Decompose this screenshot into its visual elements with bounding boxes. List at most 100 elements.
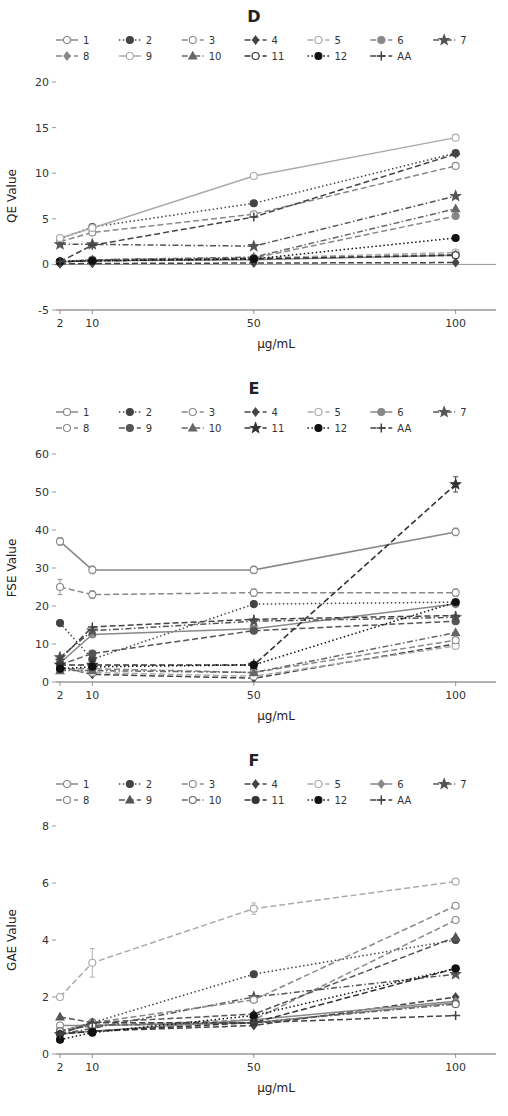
series-line bbox=[60, 621, 456, 665]
series bbox=[57, 917, 460, 1035]
legend-label: 2 bbox=[146, 35, 152, 46]
series-line bbox=[60, 974, 456, 1034]
data-point bbox=[250, 255, 257, 262]
data-point bbox=[57, 258, 64, 265]
legend-item: 10 bbox=[182, 423, 222, 434]
x-tick-label: 10 bbox=[85, 317, 99, 330]
legend-label: 3 bbox=[209, 35, 215, 46]
series bbox=[55, 612, 460, 661]
data-point bbox=[57, 584, 64, 591]
legend-marker bbox=[251, 423, 261, 432]
legend-item: 12 bbox=[307, 423, 347, 434]
series bbox=[57, 579, 460, 598]
y-tick bbox=[52, 173, 56, 174]
series bbox=[56, 150, 461, 267]
series bbox=[56, 1011, 461, 1039]
data-point bbox=[452, 252, 459, 259]
y-tick-label: 15 bbox=[35, 122, 49, 135]
data-point bbox=[451, 479, 461, 488]
legend-item: 11 bbox=[245, 51, 285, 62]
series-line bbox=[60, 532, 456, 570]
x-axis-label: μg/mL bbox=[257, 1081, 295, 1095]
series bbox=[56, 933, 460, 1026]
y-tick bbox=[52, 1054, 56, 1055]
legend-item: 1 bbox=[56, 779, 89, 790]
legend-item: 7 bbox=[433, 779, 466, 790]
series bbox=[57, 599, 460, 673]
legend-label: 2 bbox=[146, 407, 152, 418]
series-line bbox=[60, 166, 456, 242]
y-tick-label: 8 bbox=[42, 820, 49, 833]
y-tick-label: 2 bbox=[42, 991, 49, 1004]
x-tick-label: 2 bbox=[57, 317, 64, 330]
data-point bbox=[249, 212, 258, 221]
x-tick bbox=[92, 310, 93, 314]
legend-label: 4 bbox=[272, 407, 278, 418]
data-point bbox=[452, 637, 459, 644]
y-tick bbox=[52, 644, 56, 645]
legend-marker bbox=[126, 781, 133, 788]
data-point bbox=[56, 1030, 65, 1039]
series bbox=[57, 250, 459, 265]
series bbox=[57, 601, 460, 667]
y-tick bbox=[52, 940, 56, 941]
data-point bbox=[250, 996, 257, 1003]
data-point bbox=[56, 655, 65, 664]
legend-marker bbox=[315, 781, 322, 788]
legend-marker bbox=[378, 409, 385, 416]
error-bar bbox=[58, 579, 63, 594]
error-bar bbox=[90, 591, 95, 599]
legend-label: 12 bbox=[334, 795, 347, 806]
x-tick-label: 2 bbox=[57, 1061, 64, 1074]
legend-label: 2 bbox=[146, 779, 152, 790]
x-tick-label: 50 bbox=[247, 1061, 261, 1074]
data-point bbox=[57, 258, 64, 265]
data-point bbox=[249, 1018, 258, 1027]
error-bar bbox=[58, 994, 63, 1000]
legend-item: 9 bbox=[119, 423, 152, 434]
data-point bbox=[452, 933, 460, 940]
legend-label: 7 bbox=[460, 35, 466, 46]
figure: D-50510152021050100μg/mLQE Value12345678… bbox=[0, 0, 508, 1116]
data-point bbox=[89, 257, 96, 264]
legend-marker bbox=[189, 37, 196, 44]
data-point bbox=[89, 650, 96, 657]
y-tick bbox=[52, 82, 56, 83]
data-point bbox=[250, 661, 257, 668]
data-point bbox=[89, 959, 96, 966]
legend-marker bbox=[126, 796, 134, 803]
legend-marker bbox=[252, 780, 258, 788]
series-line bbox=[60, 997, 456, 1034]
legend-label: 4 bbox=[272, 779, 278, 790]
y-tick-label: 5 bbox=[42, 213, 49, 226]
legend-marker bbox=[126, 425, 133, 432]
series bbox=[56, 611, 461, 664]
series-line bbox=[60, 604, 456, 663]
data-point bbox=[452, 599, 459, 606]
legend-item: 12 bbox=[307, 795, 347, 806]
legend: 123456789101112AA bbox=[56, 779, 467, 806]
plot-area bbox=[55, 134, 460, 268]
x-tick bbox=[253, 1054, 254, 1058]
data-point bbox=[452, 965, 459, 972]
legend-marker bbox=[315, 409, 322, 416]
series-line bbox=[60, 238, 456, 262]
data-point bbox=[452, 134, 459, 141]
y-axis-label: QE Value bbox=[5, 169, 19, 223]
legend-label: 1 bbox=[83, 779, 89, 790]
series bbox=[57, 249, 460, 265]
panel-title: D bbox=[247, 7, 260, 26]
legend-item: 6 bbox=[370, 35, 403, 46]
legend-label: 7 bbox=[460, 407, 466, 418]
data-point bbox=[249, 615, 258, 624]
series-line bbox=[60, 633, 456, 673]
legend-item: 5 bbox=[307, 779, 340, 790]
y-tick-label: 0 bbox=[42, 258, 49, 271]
legend-label: 4 bbox=[272, 35, 278, 46]
plot-area bbox=[55, 477, 460, 682]
legend-label: 9 bbox=[146, 423, 152, 434]
legend-marker bbox=[64, 781, 71, 788]
error-bar bbox=[453, 528, 458, 536]
legend-marker bbox=[252, 53, 259, 60]
data-point bbox=[452, 528, 459, 535]
